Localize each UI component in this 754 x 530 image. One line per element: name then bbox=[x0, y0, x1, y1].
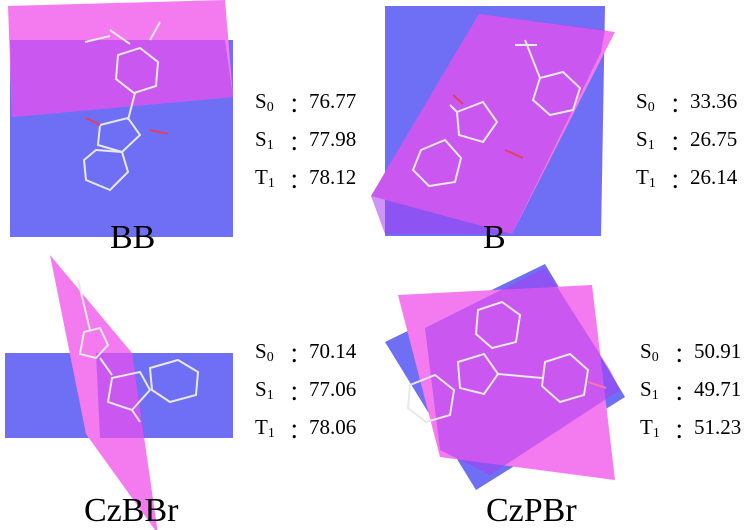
state-label: S1 bbox=[255, 127, 274, 153]
separator: ： bbox=[289, 169, 310, 193]
state-label: T1 bbox=[255, 165, 275, 191]
b-overlap-region bbox=[371, 14, 605, 234]
state-label: S1 bbox=[640, 377, 659, 403]
state-label: S0 bbox=[255, 89, 274, 115]
separator: ： bbox=[670, 169, 691, 193]
state-label: S1 bbox=[636, 127, 655, 153]
energy-value: 78.06 bbox=[309, 415, 357, 439]
separator: ： bbox=[674, 343, 695, 367]
czpbr-molecule bbox=[406, 300, 607, 424]
panel-b: B bbox=[365, 0, 620, 260]
energy-value: 50.91 bbox=[694, 339, 742, 363]
separator: ： bbox=[674, 381, 695, 405]
separator: ： bbox=[670, 93, 691, 117]
energy-value: 26.75 bbox=[690, 127, 738, 151]
energy-value: 33.36 bbox=[690, 89, 738, 113]
state-label: S0 bbox=[255, 339, 274, 365]
state-label: T1 bbox=[255, 415, 275, 441]
panel-czpbr: CzPBr bbox=[380, 250, 630, 530]
state-label: T1 bbox=[640, 415, 660, 441]
czbbr-plane-figure bbox=[5, 255, 233, 530]
state-label: S1 bbox=[255, 377, 274, 403]
czpbr-label: CzPBr bbox=[486, 492, 577, 529]
state-label: S0 bbox=[636, 89, 655, 115]
b-plane-figure bbox=[371, 6, 615, 236]
separator: ： bbox=[289, 419, 310, 443]
energy-value: 76.77 bbox=[309, 89, 357, 113]
bb-overlap-region bbox=[10, 40, 233, 117]
energy-value: 78.12 bbox=[309, 165, 357, 189]
separator: ： bbox=[670, 131, 691, 155]
bb-molecule bbox=[82, 21, 169, 192]
czbbr-molecule bbox=[77, 279, 200, 423]
energy-value: 70.14 bbox=[309, 339, 357, 363]
b-molecule bbox=[411, 39, 582, 188]
separator: ： bbox=[289, 131, 310, 155]
bb-plane-figure bbox=[8, 0, 233, 237]
separator: ： bbox=[289, 343, 310, 367]
separator: ： bbox=[674, 419, 695, 443]
energy-value: 49.71 bbox=[694, 377, 742, 401]
panel-bb: BB bbox=[0, 0, 250, 260]
czpbr-overlap-region bbox=[425, 268, 620, 475]
energy-value: 26.14 bbox=[690, 165, 738, 189]
czbbr-label: CzBBr bbox=[84, 492, 179, 529]
energy-value: 77.98 bbox=[309, 127, 357, 151]
bb-label: BB bbox=[110, 219, 156, 256]
b-label: B bbox=[483, 219, 506, 256]
panel-czbbr: CzBBr bbox=[0, 250, 250, 530]
energy-value: 77.06 bbox=[309, 377, 357, 401]
czpbr-plane-figure bbox=[385, 264, 625, 490]
separator: ： bbox=[289, 93, 310, 117]
state-label: S0 bbox=[640, 339, 659, 365]
state-label: T1 bbox=[636, 165, 656, 191]
energy-value: 51.23 bbox=[694, 415, 742, 439]
separator: ： bbox=[289, 381, 310, 405]
